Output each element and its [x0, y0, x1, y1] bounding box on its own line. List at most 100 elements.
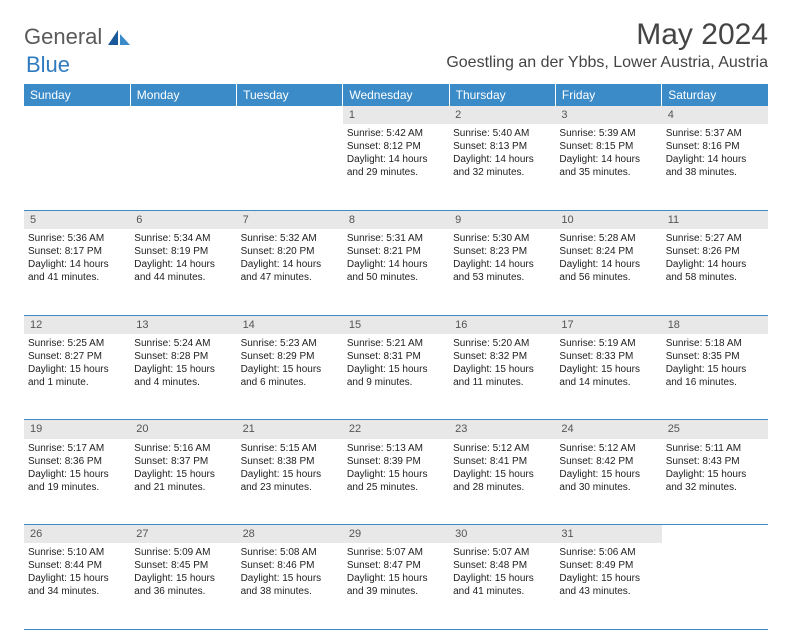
day-sr: Sunrise: 5:20 AM: [453, 337, 551, 350]
day-d2: and 19 minutes.: [28, 481, 126, 494]
day-d1: Daylight: 15 hours: [559, 468, 657, 481]
day-ss: Sunset: 8:16 PM: [666, 140, 764, 153]
day-ss: Sunset: 8:37 PM: [134, 455, 232, 468]
day-d2: and 16 minutes.: [666, 376, 764, 389]
day-number: 10: [555, 210, 661, 229]
day-ss: Sunset: 8:23 PM: [453, 245, 551, 258]
day-ss: Sunset: 8:27 PM: [28, 350, 126, 363]
day-sr: Sunrise: 5:10 AM: [28, 546, 126, 559]
day-d2: and 56 minutes.: [559, 271, 657, 284]
day-d1: Daylight: 15 hours: [347, 572, 445, 585]
day-number: 30: [449, 525, 555, 544]
day-sr: Sunrise: 5:06 AM: [559, 546, 657, 559]
day-number: 4: [662, 106, 768, 124]
day-d1: Daylight: 15 hours: [28, 468, 126, 481]
day-ss: Sunset: 8:44 PM: [28, 559, 126, 572]
day-d2: and 58 minutes.: [666, 271, 764, 284]
day-number: 8: [343, 210, 449, 229]
day-d1: Daylight: 14 hours: [559, 258, 657, 271]
day-number: 31: [555, 525, 661, 544]
day-number: 22: [343, 420, 449, 439]
day-ss: Sunset: 8:21 PM: [347, 245, 445, 258]
day-cell: Sunrise: 5:42 AMSunset: 8:12 PMDaylight:…: [343, 124, 449, 210]
month-title: May 2024: [446, 18, 768, 52]
day-number: 2: [449, 106, 555, 124]
day-d1: Daylight: 15 hours: [453, 468, 551, 481]
day-ss: Sunset: 8:39 PM: [347, 455, 445, 468]
day-d2: and 38 minutes.: [666, 166, 764, 179]
day-sr: Sunrise: 5:28 AM: [559, 232, 657, 245]
day-ss: Sunset: 8:38 PM: [241, 455, 339, 468]
day-ss: Sunset: 8:33 PM: [559, 350, 657, 363]
day-cell: Sunrise: 5:21 AMSunset: 8:31 PMDaylight:…: [343, 334, 449, 420]
day-cell: Sunrise: 5:10 AMSunset: 8:44 PMDaylight:…: [24, 543, 130, 629]
daynum-row: 1234: [24, 106, 768, 124]
day-ss: Sunset: 8:43 PM: [666, 455, 764, 468]
day-sr: Sunrise: 5:34 AM: [134, 232, 232, 245]
day-number: 27: [130, 525, 236, 544]
day-d1: Daylight: 15 hours: [28, 572, 126, 585]
day-sr: Sunrise: 5:24 AM: [134, 337, 232, 350]
day-number: 7: [237, 210, 343, 229]
day-cell: [237, 124, 343, 210]
day-number: 25: [662, 420, 768, 439]
day-d1: Daylight: 15 hours: [241, 363, 339, 376]
weekday-header: Saturday: [662, 84, 768, 106]
day-d1: Daylight: 14 hours: [666, 258, 764, 271]
day-ss: Sunset: 8:32 PM: [453, 350, 551, 363]
day-d2: and 53 minutes.: [453, 271, 551, 284]
day-sr: Sunrise: 5:42 AM: [347, 127, 445, 140]
day-sr: Sunrise: 5:16 AM: [134, 442, 232, 455]
day-cell: Sunrise: 5:36 AMSunset: 8:17 PMDaylight:…: [24, 229, 130, 315]
day-number: 19: [24, 420, 130, 439]
day-number: 5: [24, 210, 130, 229]
day-sr: Sunrise: 5:13 AM: [347, 442, 445, 455]
day-sr: Sunrise: 5:27 AM: [666, 232, 764, 245]
day-number: 14: [237, 315, 343, 334]
calendar-table: Sunday Monday Tuesday Wednesday Thursday…: [24, 84, 768, 630]
day-cell: Sunrise: 5:37 AMSunset: 8:16 PMDaylight:…: [662, 124, 768, 210]
day-number: 28: [237, 525, 343, 544]
day-ss: Sunset: 8:31 PM: [347, 350, 445, 363]
day-d1: Daylight: 14 hours: [347, 258, 445, 271]
day-d2: and 36 minutes.: [134, 585, 232, 598]
day-d1: Daylight: 15 hours: [134, 572, 232, 585]
day-number: 29: [343, 525, 449, 544]
day-ss: Sunset: 8:12 PM: [347, 140, 445, 153]
day-sr: Sunrise: 5:07 AM: [347, 546, 445, 559]
day-d2: and 14 minutes.: [559, 376, 657, 389]
weekday-header: Thursday: [449, 84, 555, 106]
day-ss: Sunset: 8:48 PM: [453, 559, 551, 572]
day-d2: and 41 minutes.: [28, 271, 126, 284]
day-ss: Sunset: 8:46 PM: [241, 559, 339, 572]
day-cell: Sunrise: 5:16 AMSunset: 8:37 PMDaylight:…: [130, 439, 236, 525]
day-d2: and 44 minutes.: [134, 271, 232, 284]
day-number: 16: [449, 315, 555, 334]
day-ss: Sunset: 8:47 PM: [347, 559, 445, 572]
week-row: Sunrise: 5:10 AMSunset: 8:44 PMDaylight:…: [24, 543, 768, 629]
day-ss: Sunset: 8:28 PM: [134, 350, 232, 363]
day-sr: Sunrise: 5:08 AM: [241, 546, 339, 559]
day-ss: Sunset: 8:29 PM: [241, 350, 339, 363]
day-d2: and 38 minutes.: [241, 585, 339, 598]
day-sr: Sunrise: 5:09 AM: [134, 546, 232, 559]
day-d1: Daylight: 15 hours: [666, 468, 764, 481]
day-cell: Sunrise: 5:39 AMSunset: 8:15 PMDaylight:…: [555, 124, 661, 210]
day-ss: Sunset: 8:19 PM: [134, 245, 232, 258]
day-d2: and 9 minutes.: [347, 376, 445, 389]
daynum-row: 12131415161718: [24, 315, 768, 334]
day-cell: Sunrise: 5:25 AMSunset: 8:27 PMDaylight:…: [24, 334, 130, 420]
day-ss: Sunset: 8:26 PM: [666, 245, 764, 258]
day-cell: Sunrise: 5:27 AMSunset: 8:26 PMDaylight:…: [662, 229, 768, 315]
day-d2: and 47 minutes.: [241, 271, 339, 284]
day-d2: and 39 minutes.: [347, 585, 445, 598]
day-number: [237, 106, 343, 124]
day-ss: Sunset: 8:15 PM: [559, 140, 657, 153]
day-number: [130, 106, 236, 124]
day-d2: and 29 minutes.: [347, 166, 445, 179]
day-d2: and 21 minutes.: [134, 481, 232, 494]
day-cell: [662, 543, 768, 629]
weekday-header-row: Sunday Monday Tuesday Wednesday Thursday…: [24, 84, 768, 106]
day-ss: Sunset: 8:36 PM: [28, 455, 126, 468]
day-number: 15: [343, 315, 449, 334]
